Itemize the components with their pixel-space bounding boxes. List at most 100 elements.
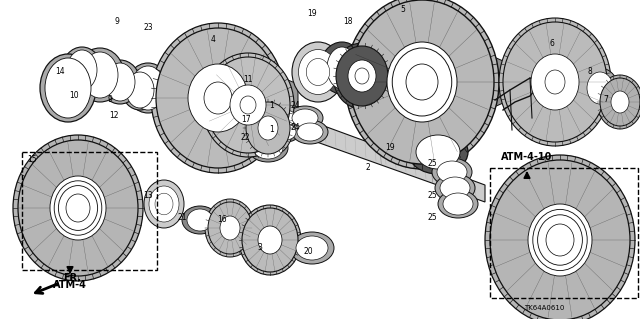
Ellipse shape [67,50,97,90]
Text: 24: 24 [290,123,300,132]
Ellipse shape [597,75,640,129]
Text: 1: 1 [269,100,275,109]
Ellipse shape [532,209,588,271]
Ellipse shape [437,161,467,183]
Ellipse shape [582,68,618,108]
Ellipse shape [45,58,91,118]
Text: 16: 16 [217,216,227,225]
Ellipse shape [205,199,255,257]
Ellipse shape [187,209,213,231]
Polygon shape [494,57,510,107]
Ellipse shape [327,47,357,89]
Ellipse shape [54,181,102,235]
Ellipse shape [440,177,470,199]
Text: 5: 5 [401,5,405,14]
Ellipse shape [296,236,328,260]
Ellipse shape [408,130,468,174]
Ellipse shape [546,224,574,256]
Ellipse shape [126,72,154,108]
Ellipse shape [258,226,282,254]
Ellipse shape [290,232,334,264]
Ellipse shape [272,122,300,142]
Ellipse shape [204,82,232,114]
Ellipse shape [348,60,376,92]
Ellipse shape [298,49,337,94]
Text: 23: 23 [143,24,153,33]
Ellipse shape [131,66,165,110]
Polygon shape [280,77,298,119]
Ellipse shape [182,206,218,234]
Text: TK64A0610: TK64A0610 [524,305,564,311]
Ellipse shape [503,22,607,142]
Ellipse shape [122,70,158,110]
Text: 4: 4 [211,35,216,44]
Text: 1: 1 [269,125,275,135]
Ellipse shape [392,48,452,116]
Ellipse shape [208,202,252,254]
Text: 25: 25 [427,213,437,222]
Text: 3: 3 [257,243,262,253]
Text: 17: 17 [241,115,251,124]
Ellipse shape [188,64,248,132]
Text: 8: 8 [588,68,593,77]
Text: 2: 2 [365,164,371,173]
Ellipse shape [336,46,388,106]
Ellipse shape [202,53,294,157]
Text: 25: 25 [427,191,437,201]
Ellipse shape [297,123,323,141]
Ellipse shape [58,186,97,230]
Ellipse shape [220,216,240,240]
Ellipse shape [485,155,635,319]
Text: 25: 25 [427,160,437,168]
Ellipse shape [13,135,143,281]
Ellipse shape [538,215,582,265]
Ellipse shape [276,110,296,126]
Text: 6: 6 [550,40,554,48]
Ellipse shape [350,0,494,164]
Ellipse shape [66,194,90,222]
Ellipse shape [206,57,290,153]
Text: 24: 24 [290,100,300,109]
Text: 14: 14 [55,68,65,77]
Ellipse shape [600,78,640,126]
Ellipse shape [246,102,290,154]
Text: 19: 19 [307,10,317,19]
Ellipse shape [105,63,135,101]
Ellipse shape [242,208,298,272]
Ellipse shape [50,176,106,240]
Text: 19: 19 [385,144,395,152]
Text: 7: 7 [604,95,609,105]
Ellipse shape [587,72,613,104]
Ellipse shape [499,18,611,146]
Ellipse shape [40,54,96,122]
Text: 10: 10 [69,92,79,100]
Ellipse shape [531,54,579,110]
Ellipse shape [258,116,278,140]
Ellipse shape [355,68,369,84]
Ellipse shape [272,108,300,128]
Ellipse shape [387,42,457,122]
Ellipse shape [144,180,184,228]
Ellipse shape [528,204,592,276]
Ellipse shape [62,47,102,93]
Ellipse shape [151,23,285,173]
Ellipse shape [126,63,170,113]
Ellipse shape [416,135,460,169]
Ellipse shape [156,28,280,168]
Ellipse shape [438,190,478,218]
Ellipse shape [230,85,266,125]
Ellipse shape [333,43,391,109]
Ellipse shape [253,137,283,159]
Ellipse shape [239,205,301,275]
Ellipse shape [82,52,118,98]
Text: 21: 21 [177,213,187,222]
Ellipse shape [287,106,323,130]
Ellipse shape [155,193,173,215]
Ellipse shape [345,0,499,169]
Text: 22: 22 [240,133,250,143]
Text: 18: 18 [343,18,353,26]
Ellipse shape [18,140,138,276]
Text: 20: 20 [303,248,313,256]
Ellipse shape [490,160,630,319]
Ellipse shape [406,64,438,100]
